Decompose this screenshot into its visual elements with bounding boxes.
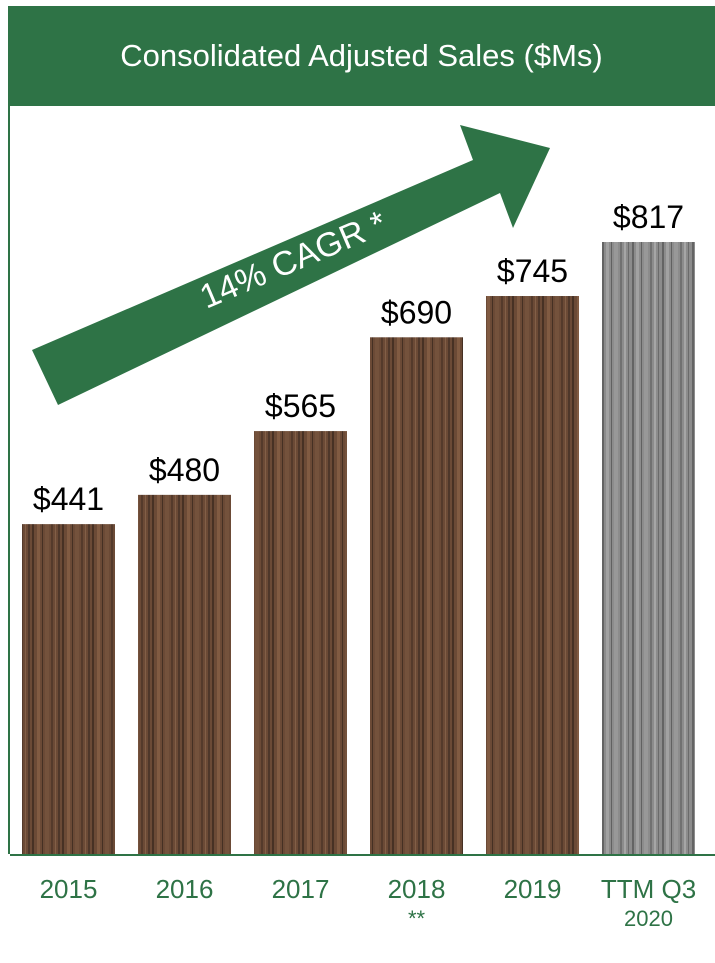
x-tick-label: TTM Q3 2020 [594,874,704,934]
data-label: $690 [381,294,452,330]
x-tick-label: 2018 ** [362,874,472,934]
x-tick-label-line1: 2017 [272,874,330,904]
bar-2015 [22,524,115,855]
x-tick-label-line1: 2019 [504,874,562,904]
x-tick-label-line1: TTM Q3 [601,874,696,904]
x-tick-label-line2: ** [362,904,472,934]
x-tick-label: 2017 [246,874,356,904]
x-tick-label-line1: 2018 [388,874,446,904]
bar-2018 [370,337,463,855]
x-tick-label-line1: 2015 [40,874,98,904]
data-label: $480 [149,452,220,488]
cagr-annotation: 14% CAGR * [194,204,391,317]
data-label: $745 [497,253,568,289]
bar-2016 [138,495,231,855]
data-label: $565 [265,388,336,424]
bar-2017 [254,431,347,855]
x-tick-label-line2: 2020 [594,904,704,934]
x-tick-label: 2016 [130,874,240,904]
bar-ttm-q3-2020 [602,242,695,855]
bar-2019 [486,296,579,855]
x-tick-label-line1: 2016 [156,874,214,904]
data-label: $817 [613,199,684,235]
x-tick-label: 2015 [14,874,124,904]
data-label: $441 [33,481,104,517]
x-tick-label: 2019 [478,874,588,904]
